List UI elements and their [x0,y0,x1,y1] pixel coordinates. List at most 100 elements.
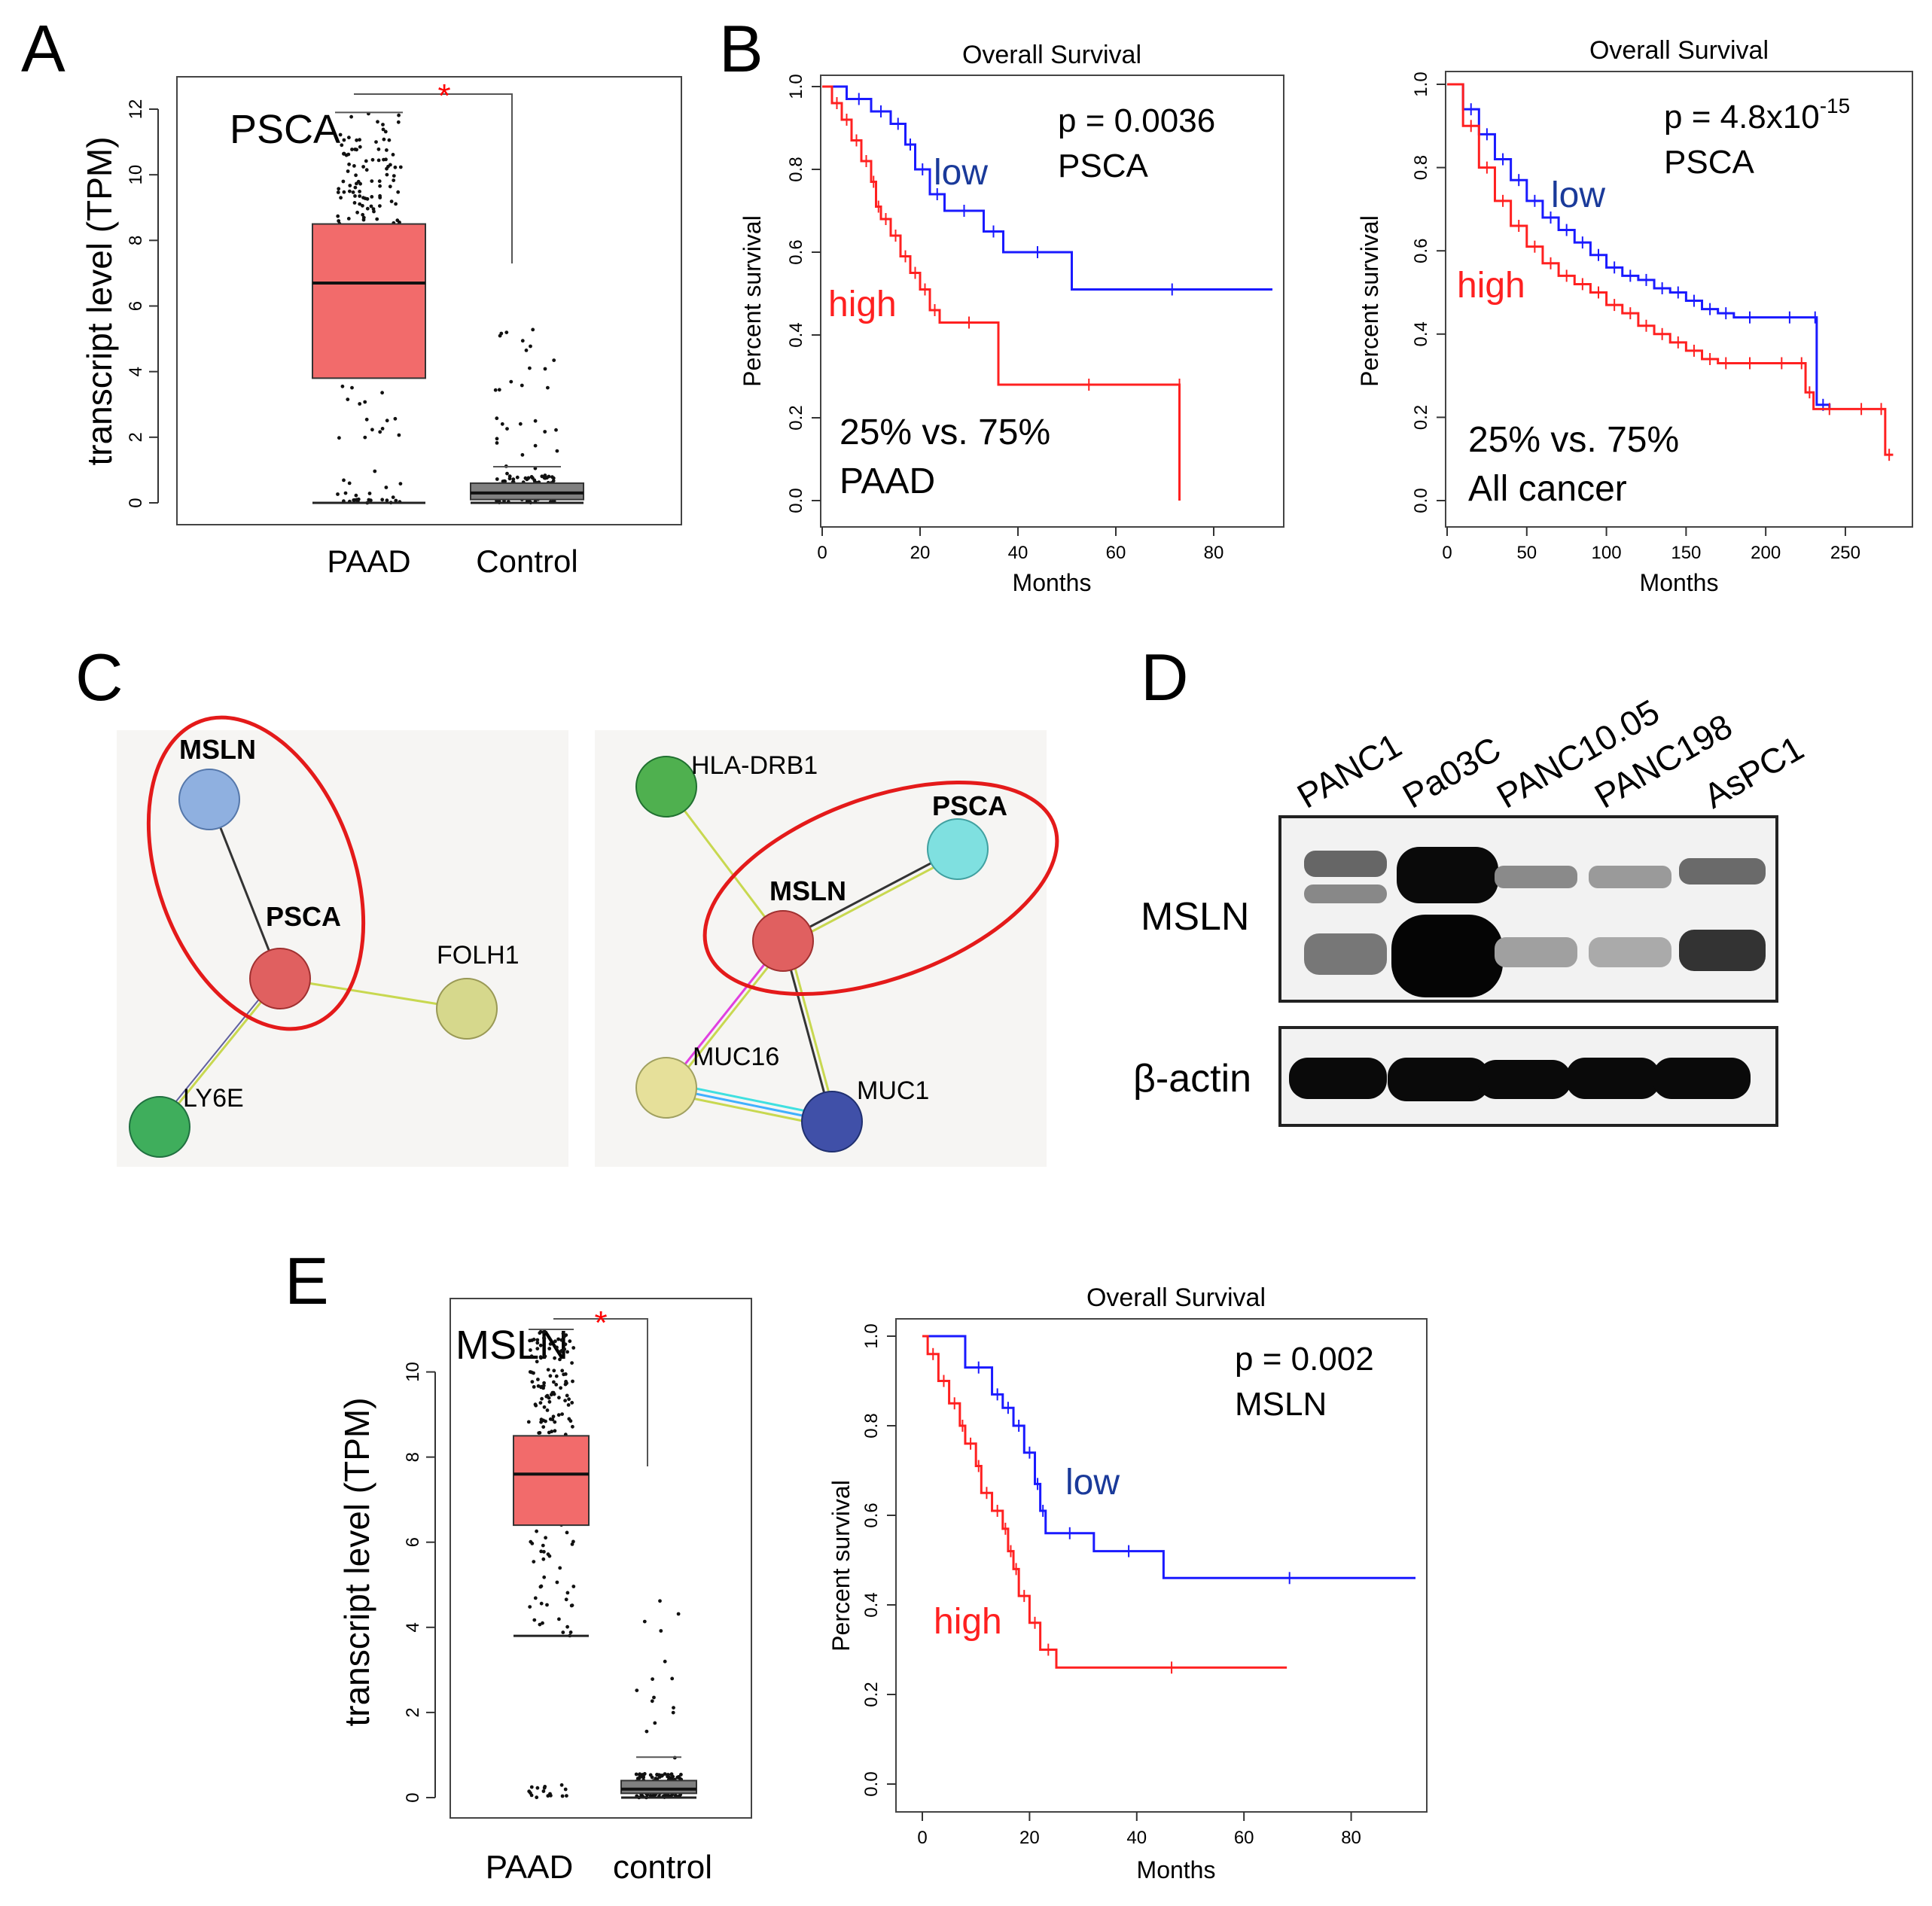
data-point [566,1403,571,1407]
c2-edge-msln-muc1-b [786,939,838,1122]
data-point [650,1699,654,1704]
b-left-km-plot: Overall Survival 0.0 0.2 0.4 0.6 0.8 1.0 0 20 40… [739,41,1284,596]
c1-node-folh1 [436,978,498,1040]
d-blot-actin-label: β-actin [1133,1057,1251,1101]
data-point [635,1688,639,1693]
box-PAAD [513,1435,590,1527]
data-point [530,1541,535,1545]
data-point [565,1794,568,1798]
d-band-msln-5b [1679,930,1766,971]
d-band-msln-1c [1304,933,1387,975]
data-point [348,184,352,187]
data-point [527,1789,532,1794]
data-point [367,498,371,502]
panel-letter-a: A [21,11,66,86]
b-right-gene: PSCA [1664,144,1754,181]
panel-letter-d: D [1141,640,1189,714]
data-point [529,344,532,349]
data-point [542,1575,547,1579]
data-point [342,478,346,483]
data-point [533,443,538,448]
km-y-tick-label-2: 0.4 [861,1592,882,1617]
data-point [385,148,389,152]
km-x-tick-label-2: 40 [1008,543,1028,563]
data-point [388,184,392,189]
data-point [565,1624,569,1629]
data-point [363,435,367,440]
data-point [544,1419,547,1423]
km-curve-high [922,1335,1287,1669]
km-y-tick-label-1: 0.2 [861,1682,882,1707]
data-point [538,1622,542,1627]
data-point [565,1530,569,1535]
b-right-low-label: low [1551,175,1605,215]
data-point [336,214,340,218]
data-point [559,1350,562,1353]
d-blot-msln-label: MSLN [1141,895,1249,939]
data-point [532,1560,536,1564]
km-y-tick-label-4: 0.8 [861,1413,882,1438]
data-point [565,1350,569,1354]
data-point [528,1605,532,1609]
data-point [349,114,353,119]
data-point [397,113,401,117]
c2-label-hla-drb1: HLA-DRB1 [691,751,818,780]
data-point [526,476,531,480]
data-point [538,1401,543,1405]
data-point [385,498,389,503]
data-point [557,1396,561,1400]
d-lane-label-2: Pa03C [1396,729,1507,815]
b-left-cohort: PAAD [840,461,935,501]
e-box-frame [449,1298,752,1819]
d-band-msln-5a [1679,858,1766,884]
data-point [495,477,499,481]
b-left-ylabel: Percent survival [739,215,766,387]
a-y-axis: 0 2 4 6 8 10 12 [126,99,159,508]
panel-letter-c: C [75,640,123,714]
km-curve-high [1447,83,1894,456]
data-point [536,1384,541,1388]
data-point [394,202,398,206]
b-left-xlabel: Months [1013,569,1092,596]
data-point [352,498,356,502]
data-point [346,397,350,401]
km-x-tick-label-3: 60 [1234,1828,1254,1848]
data-point [495,437,499,441]
data-point [341,179,346,184]
data-point [541,1621,544,1625]
data-point [530,1380,535,1384]
data-point [676,1612,681,1616]
e-km-axes: 0.0 0.2 0.4 0.6 0.8 1.0 0 20 40 60 80 [861,1323,1361,1848]
data-point [555,1345,559,1350]
data-point [353,194,357,198]
data-point [542,1381,546,1385]
data-point [571,1585,576,1588]
km-x-tick-label-3: 150 [1671,543,1701,563]
a-gene-label: PSCA [230,107,340,152]
data-point [361,203,364,208]
data-point [361,215,366,220]
data-point [520,383,524,388]
b-left-split: 25% vs. 75% [840,413,1050,452]
data-point [557,1617,561,1621]
data-point [384,486,389,489]
km-curve-high [822,85,1181,501]
data-point [354,493,358,498]
c1-label-msln: MSLN [179,734,256,765]
data-point [559,1338,564,1342]
data-point [668,1777,672,1781]
data-point [347,135,351,140]
c1-edge-psca-folh1 [279,977,468,1010]
data-point [666,1773,670,1777]
data-point [370,428,374,432]
d-band-msln-1b [1304,884,1387,903]
data-point [381,127,385,132]
data-point [554,428,558,432]
data-point [361,212,365,217]
box-Control [470,482,584,501]
data-point [509,379,513,384]
data-point [346,217,351,221]
km-y-tick-label-3: 0.6 [1411,239,1431,263]
data-point [539,1601,544,1606]
